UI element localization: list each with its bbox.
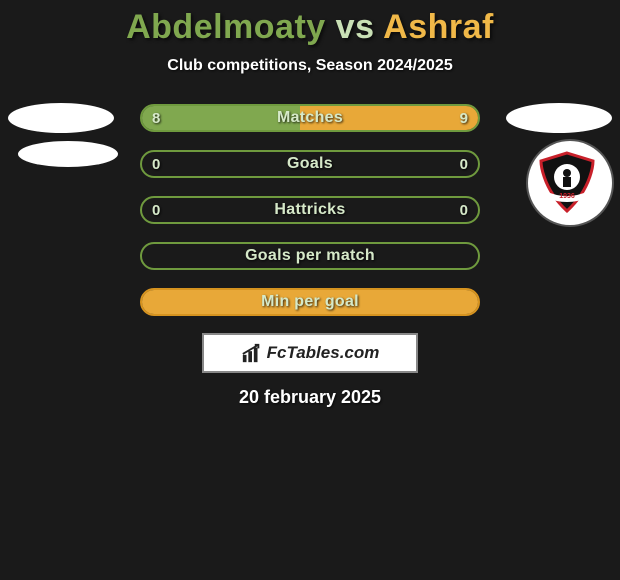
page-title: Abdelmoaty vs Ashraf bbox=[0, 8, 620, 47]
stat-label: Hattricks bbox=[274, 201, 345, 219]
subtitle: Club competitions, Season 2024/2025 bbox=[0, 57, 620, 75]
date-text: 20 february 2025 bbox=[0, 387, 620, 408]
stat-bar: Min per goal bbox=[140, 288, 480, 316]
stat-label: Goals per match bbox=[245, 247, 375, 265]
stat-label: Min per goal bbox=[261, 293, 359, 311]
player1-name: Abdelmoaty bbox=[126, 8, 326, 46]
stat-label: Matches bbox=[277, 109, 343, 127]
bars-icon bbox=[241, 342, 263, 364]
stat-left-value: 8 bbox=[152, 110, 160, 127]
vs-text: vs bbox=[336, 8, 375, 46]
stat-left-value: 0 bbox=[152, 202, 160, 219]
stats-area: 1936 8 Matches 9 0 Goals 0 0 bbox=[0, 103, 620, 317]
stat-row-hattricks: 0 Hattricks 0 bbox=[0, 195, 620, 225]
stat-left-value: 0 bbox=[152, 156, 160, 173]
stat-row-goals-per-match: Goals per match bbox=[0, 241, 620, 271]
stat-bar: Goals per match bbox=[140, 242, 480, 270]
stat-row-min-per-goal: Min per goal bbox=[0, 287, 620, 317]
comparison-card: Abdelmoaty vs Ashraf Club competitions, … bbox=[0, 0, 620, 408]
brand-text: FcTables.com bbox=[267, 343, 380, 363]
player2-name: Ashraf bbox=[383, 8, 494, 46]
stat-bar: 0 Hattricks 0 bbox=[140, 196, 480, 224]
stat-right-value: 0 bbox=[460, 202, 468, 219]
stat-bar: 0 Goals 0 bbox=[140, 150, 480, 178]
stat-row-matches: 8 Matches 9 bbox=[0, 103, 620, 133]
brand-box[interactable]: FcTables.com bbox=[202, 333, 418, 373]
stat-label: Goals bbox=[287, 155, 333, 173]
stat-right-value: 0 bbox=[460, 156, 468, 173]
stat-bar: 8 Matches 9 bbox=[140, 104, 480, 132]
stat-row-goals: 0 Goals 0 bbox=[0, 149, 620, 179]
stat-right-value: 9 bbox=[460, 110, 468, 127]
